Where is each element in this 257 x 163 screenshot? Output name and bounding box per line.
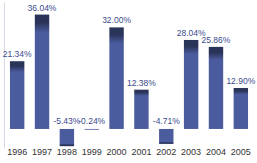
data-label: -0.24%: [78, 116, 105, 126]
bar: [234, 88, 248, 129]
x-tick: 1996: [7, 147, 27, 157]
data-label: 32.00%: [102, 15, 131, 25]
bar: [109, 27, 123, 129]
data-label: 21.34%: [3, 49, 32, 59]
bar: [35, 15, 49, 129]
bar: [184, 40, 198, 129]
bar: [10, 61, 24, 129]
y-axis-line: [4, 3, 5, 149]
data-label: 12.90%: [226, 76, 255, 86]
x-tick-label: 1997: [32, 147, 52, 157]
x-tick-label: 2001: [131, 147, 151, 157]
bar: [209, 47, 223, 129]
bar: [134, 90, 148, 129]
x-tick: 1999: [82, 147, 102, 157]
data-label: 36.04%: [28, 3, 57, 13]
data-labels: 21.34% 36.04% -5.43%-0.24% 32.00% 12.38% -4.7…: [3, 3, 256, 126]
y-axis: [4, 3, 5, 149]
x-axis: 1996 1997 1998 1999 2000 2001 2002 2003 2004 2005: [7, 147, 251, 157]
bars: [10, 15, 248, 147]
bar: [60, 129, 74, 146]
x-tick: 2001: [131, 147, 151, 157]
x-tick: 2005: [231, 147, 251, 157]
x-tick: 1998: [57, 147, 77, 157]
x-tick-label: 1996: [7, 147, 27, 157]
x-tick: 2004: [206, 147, 226, 157]
x-tick: 2000: [107, 147, 127, 157]
x-tick: 2002: [156, 147, 176, 157]
data-label: 12.38%: [127, 78, 156, 88]
data-label: -5.43%: [53, 116, 80, 126]
x-tick-label: 2005: [231, 147, 251, 157]
data-label: -4.71%: [153, 116, 180, 126]
x-tick-label: 2000: [107, 147, 127, 157]
x-tick: 1997: [32, 147, 52, 157]
x-tick-label: 2004: [206, 147, 226, 157]
bar: [85, 128, 99, 130]
x-tick-label: 1998: [57, 147, 77, 157]
chart: 21.34% 36.04% -5.43%-0.24% 32.00% 12.38% -4.7…: [0, 0, 257, 163]
x-tick-label: 1999: [82, 147, 102, 157]
bar: [159, 129, 173, 144]
data-label: 25.86%: [202, 35, 231, 45]
x-tick-label: 2002: [156, 147, 176, 157]
x-tick-label: 2003: [181, 147, 201, 157]
x-tick: 2003: [181, 147, 201, 157]
